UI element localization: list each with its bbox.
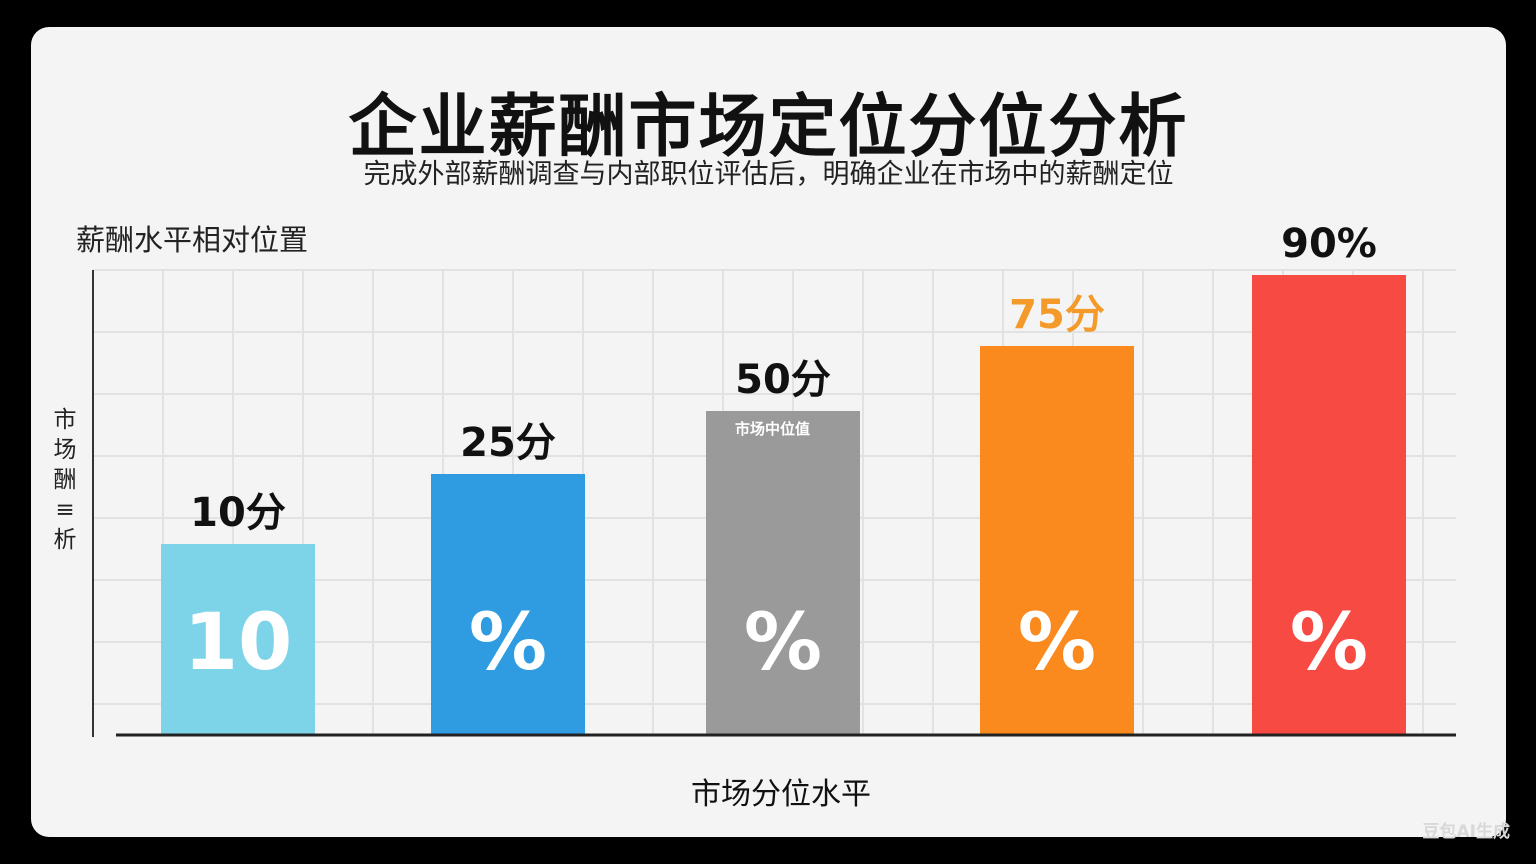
bar-value-label-1: 25分 — [460, 420, 556, 466]
watermark: 豆包AI生成 — [1422, 822, 1510, 842]
bar-value-label-2: 50分 — [735, 357, 831, 403]
y-axis-title: 薪酬水平相对位置 — [76, 223, 309, 257]
bar-inner-label-4: % — [1290, 598, 1368, 688]
bar-inner-label-2: % — [744, 598, 822, 688]
y-axis-side-label: 市场酬≡析 — [53, 407, 77, 553]
bar-value-label-3: 75分 — [1009, 292, 1105, 338]
bar-1 — [431, 474, 585, 735]
bar-inner-label-0: 10 — [184, 598, 293, 688]
bar-2 — [706, 411, 860, 735]
x-axis-label: 市场分位水平 — [691, 777, 871, 812]
bar-chart: 10分 10 25分% 50分% 75分% 90%% 市场中位值 — [92, 221, 1456, 737]
bar-3 — [980, 346, 1134, 735]
bar-inner-label-1: % — [469, 598, 547, 688]
median-annotation: 市场中位值 — [735, 420, 810, 438]
chart-bars — [161, 275, 1406, 735]
chart-card: 企业薪酬市场定位分位分析 完成外部薪酬调查与内部职位评估后，明确企业在市场中的薪… — [31, 27, 1506, 837]
bar-inner-label-3: % — [1018, 598, 1096, 688]
chart-labels: 10分 10 25分% 50分% 75分% 90%% 市场中位值 — [184, 221, 1377, 688]
bar-value-label-0: 10分 — [190, 490, 286, 536]
bar-0 — [161, 544, 315, 735]
chart-title: 企业薪酬市场定位分位分析 — [348, 88, 1189, 167]
bar-value-label-4: 90% — [1281, 221, 1377, 267]
chart-subtitle: 完成外部薪酬调查与内部职位评估后，明确企业在市场中的薪酬定位 — [363, 159, 1174, 190]
bar-4 — [1252, 275, 1406, 735]
